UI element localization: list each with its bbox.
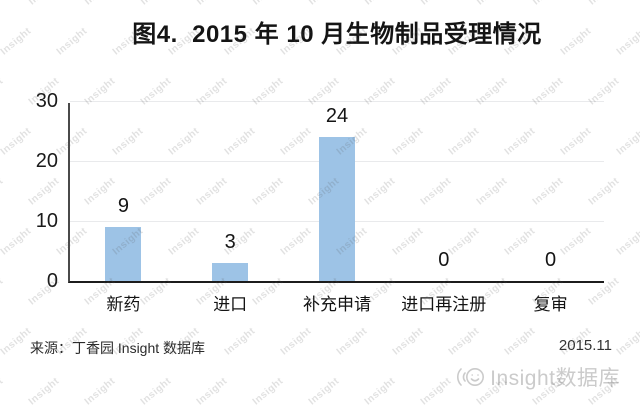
- watermark-text: Insight: [306, 375, 342, 405]
- watermark-text: Insight: [222, 325, 258, 358]
- y-tick-label-20: 20: [35, 150, 58, 172]
- value-label-1: 9: [117, 195, 129, 217]
- bar-3: [318, 137, 355, 281]
- watermark-text: Insight: [363, 0, 398, 7]
- watermark-text: Insight: [531, 0, 566, 7]
- watermark-text: Insight: [278, 325, 314, 358]
- watermark-text: Insight: [26, 375, 62, 405]
- watermark-text: Insight: [0, 75, 6, 108]
- watermark-text: Insight: [250, 375, 286, 405]
- bar-slot-2: 3 进口: [177, 103, 284, 314]
- value-label-4: 0: [438, 249, 450, 271]
- watermark-text: Insight: [334, 325, 370, 358]
- watermark-text: Insight: [82, 375, 118, 405]
- gridline-30: [70, 101, 604, 102]
- y-tick-label-10: 10: [35, 210, 58, 232]
- watermark-text: Insight: [0, 275, 6, 308]
- watermark-text: Insight: [251, 0, 286, 7]
- insight-smiley-icon: [457, 368, 485, 386]
- bar-slot-5: 0 复审: [497, 103, 604, 314]
- watermark-text: Insight: [139, 0, 174, 7]
- watermark-text: Insight: [194, 375, 230, 405]
- watermark-text: Insight: [418, 375, 454, 405]
- chart-title: 图4. 2015 年 10 月生物制品受理情况: [132, 21, 542, 48]
- y-tick-label-30: 30: [35, 90, 58, 112]
- value-label-3: 24: [325, 105, 349, 127]
- watermark-text: Insight: [0, 325, 34, 358]
- watermark-text: Insight: [475, 0, 510, 7]
- date-label: 2015.11: [558, 337, 612, 354]
- watermark-text: Insight: [0, 175, 6, 208]
- insight-logo-text: Insight数据库: [490, 367, 620, 390]
- watermark-text: Insight: [195, 0, 230, 7]
- category-label-4: 进口再注册: [401, 295, 487, 314]
- watermark-text: Insight: [0, 375, 6, 405]
- watermark-text: Insight: [26, 175, 62, 208]
- category-label-1: 新药: [106, 295, 141, 314]
- watermark-text: Insight: [83, 0, 118, 7]
- bar-2: [212, 263, 249, 281]
- insight-logo: Insight数据库: [455, 362, 620, 392]
- watermark-text: Insight: [614, 325, 640, 358]
- watermark-text: Insight: [362, 375, 398, 405]
- value-label-5: 0: [545, 249, 557, 271]
- watermark-text: Insight: [614, 225, 640, 258]
- watermark-text: Insight: [419, 0, 454, 7]
- bar-slot-3: 24 补充申请: [284, 103, 391, 314]
- y-tick-label-0: 0: [46, 270, 58, 292]
- bar-1: [105, 227, 142, 281]
- plot-area: 0 10 20 30 9 新药 3 进口 24 补充申请 0 进口再注册 0 复审: [36, 90, 604, 314]
- category-label-5: 复审: [533, 295, 568, 314]
- watermark-text: Insight: [587, 0, 622, 7]
- value-label-2: 3: [224, 231, 236, 253]
- watermark-text: Insight: [27, 0, 62, 7]
- watermark-text: Insight: [390, 325, 426, 358]
- watermark-text: Insight: [138, 375, 174, 405]
- watermark-text: Insight: [0, 0, 6, 7]
- watermark-text: Insight: [307, 0, 342, 7]
- category-label-2: 进口: [213, 295, 248, 314]
- bar-slot-4: 0 进口再注册: [390, 103, 497, 314]
- source-note: 来源：丁香园 Insight 数据库: [30, 340, 206, 356]
- category-label-3: 补充申请: [302, 295, 371, 314]
- watermark-text: Insight: [446, 325, 482, 358]
- bar-slot-1: 9 新药: [70, 103, 177, 314]
- watermark-text: Insight: [614, 125, 640, 158]
- watermark-text: Insight: [502, 325, 538, 358]
